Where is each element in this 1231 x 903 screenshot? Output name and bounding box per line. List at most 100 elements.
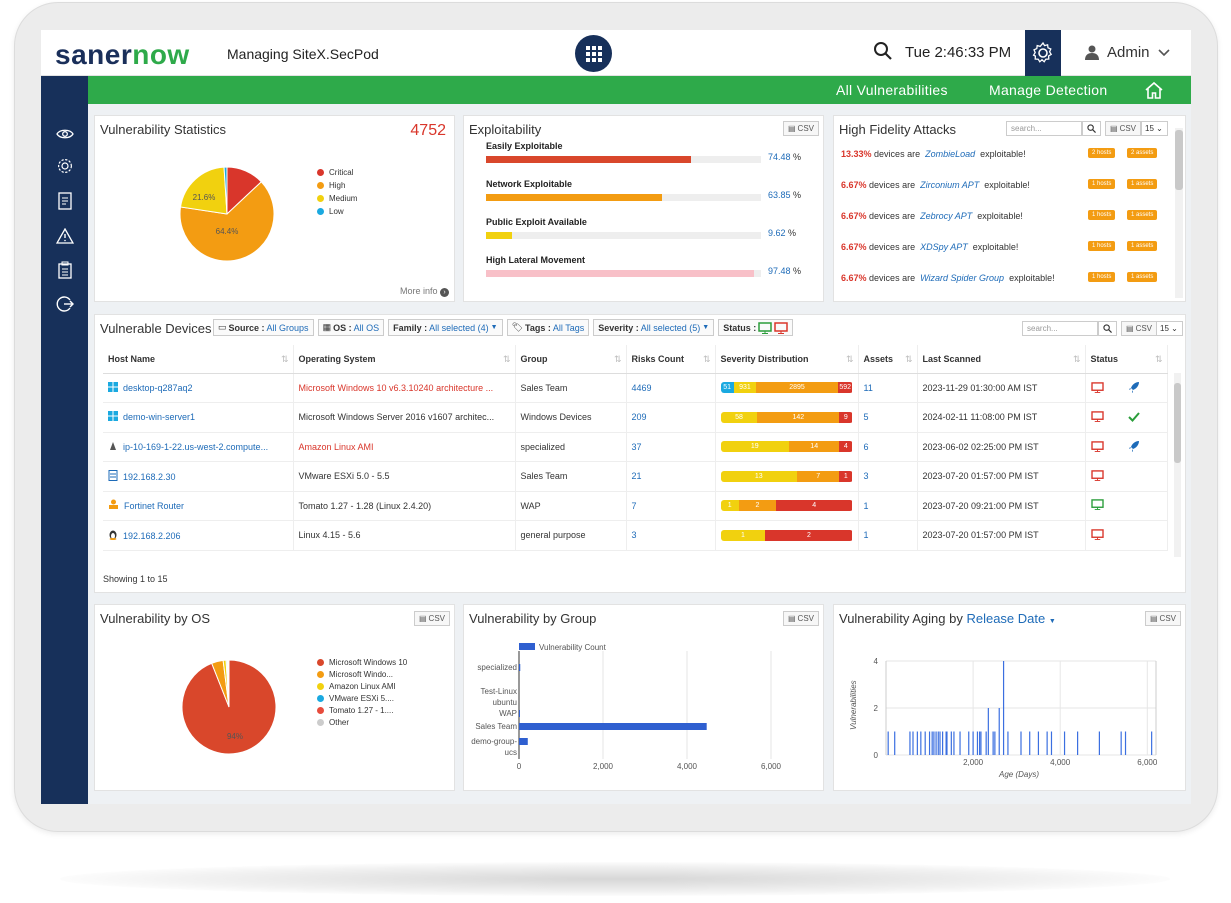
column-header[interactable]: Risks Count ⇅ (626, 345, 716, 374)
legend-item[interactable]: Critical (317, 166, 357, 179)
warning-icon[interactable] (55, 226, 75, 246)
assets-cell[interactable]: 1 (858, 520, 918, 551)
logo[interactable]: sanernow (55, 39, 190, 71)
assets-cell[interactable]: 6 (858, 432, 918, 462)
sort-icon[interactable]: ⇅ (702, 354, 711, 364)
table-row[interactable]: 192.168.2.206 Linux 4.15 - 5.6 general p… (103, 520, 1168, 551)
severity-distribution-cell[interactable]: 51 931 2895 592 (715, 373, 859, 403)
severity-distribution-cell[interactable]: 13 7 1 (715, 461, 859, 492)
tags-filter[interactable]: 🏷 Tags : All Tags (506, 319, 590, 336)
attack-row[interactable]: 6.67% devices are Zirconium APT exploita… (841, 179, 1171, 190)
csv-export-button[interactable]: ▤ CSV (782, 611, 819, 626)
user-menu[interactable]: Admin (1085, 44, 1170, 61)
legend-item[interactable]: Tomato 1.27 - 1.... (317, 705, 412, 717)
assets-badge[interactable]: 2 assets (1127, 148, 1158, 158)
table-row[interactable]: 192.168.2.30 VMware ESXi 5.0 - 5.5 Sales… (103, 461, 1168, 492)
assets-cell[interactable]: 1 (858, 491, 918, 521)
aging-chart[interactable]: 4 2 0 2,000 4,000 6,000 Age (Days) Vulnerabilit… (834, 633, 1185, 783)
monitor-offline-icon[interactable] (774, 321, 788, 334)
csv-export-button[interactable]: ▤ CSV (1144, 611, 1181, 626)
attack-row[interactable]: 13.33% devices are ZombieLoad exploitabl… (841, 148, 1171, 159)
attack-name[interactable]: Zebrocy APT (920, 211, 973, 221)
release-date-dropdown[interactable]: Release Date ▼ (966, 611, 1055, 626)
csv-export-button[interactable]: ▤ CSV (1121, 321, 1158, 336)
family-filter[interactable]: Family : All selected (4) ▼ (388, 319, 503, 336)
attack-row[interactable]: 6.67% devices are Wizard Spider Group ex… (841, 272, 1171, 283)
assets-badge[interactable]: 1 assets (1127, 241, 1158, 251)
group-bar-chart[interactable]: 0 2,000 4,000 6,000 Vulnerability Count speci… (464, 633, 823, 783)
table-row[interactable]: ip-10-169-1-22.us-west-2.compute... Amaz… (103, 432, 1168, 462)
exploitability-row[interactable]: High Lateral Movement 97.48 % (486, 255, 806, 277)
assets-badge[interactable]: 1 assets (1127, 272, 1158, 282)
bar-sales-team[interactable] (519, 723, 707, 730)
column-header[interactable]: Operating System ⇅ (293, 345, 516, 374)
assets-badge[interactable]: 1 assets (1127, 179, 1158, 189)
csv-export-button[interactable]: ▤ CSV (413, 611, 450, 626)
monitor-online-icon[interactable] (758, 321, 772, 334)
host-name-cell[interactable]: desktop-q287aq2 (103, 373, 294, 403)
eye-icon[interactable] (55, 124, 75, 144)
hosts-badge[interactable]: 2 hosts (1088, 148, 1116, 158)
host-name-cell[interactable]: 192.168.2.30 (103, 461, 294, 492)
attack-name[interactable]: Zirconium APT (920, 180, 980, 190)
risks-count-cell[interactable]: 7 (626, 491, 716, 521)
exploitability-row[interactable]: Network Exploitable 63.85 % (486, 179, 806, 201)
assets-cell[interactable]: 3 (858, 461, 918, 492)
nav-all-vulnerabilities[interactable]: All Vulnerabilities (836, 82, 948, 98)
csv-export-button[interactable]: ▤ CSV (1105, 121, 1142, 136)
exploitability-row[interactable]: Easily Exploitable 74.48 % (486, 141, 806, 163)
table-scrollbar[interactable] (1174, 373, 1181, 557)
bar-specialized[interactable] (519, 664, 521, 671)
clipboard-icon[interactable] (55, 260, 75, 280)
more-info-link[interactable]: More info › (400, 286, 449, 297)
search-input[interactable]: search... (1022, 321, 1098, 336)
logout-icon[interactable] (55, 294, 75, 314)
attack-name[interactable]: ZombieLoad (925, 149, 976, 159)
assets-badge[interactable]: 1 assets (1127, 210, 1158, 220)
nav-manage-detection[interactable]: Manage Detection (989, 82, 1108, 98)
gear-icon[interactable] (55, 156, 75, 176)
legend-item[interactable]: Low (317, 205, 357, 218)
sort-icon[interactable]: ⇅ (502, 354, 511, 364)
legend-item[interactable]: Microsoft Windows 10 (317, 657, 412, 669)
column-header[interactable]: Status ⇅ (1085, 345, 1168, 374)
attack-name[interactable]: XDSpy APT (920, 242, 968, 252)
pie-slice-medium[interactable] (179, 166, 228, 215)
bar-demo-group-ucs[interactable] (519, 738, 528, 745)
home-icon[interactable] (1144, 81, 1164, 99)
search-button[interactable] (1098, 321, 1117, 336)
pie-slice-low[interactable] (223, 166, 228, 215)
risks-count-cell[interactable]: 3 (626, 520, 716, 551)
total-vulnerabilities[interactable]: 4752 (410, 122, 446, 139)
severity-distribution-cell[interactable]: 58 142 9 (715, 402, 859, 433)
sort-icon[interactable]: ⇅ (845, 354, 854, 364)
attack-name[interactable]: Wizard Spider Group (920, 273, 1005, 283)
hosts-badge[interactable]: 1 hosts (1088, 241, 1116, 251)
os-pie-chart[interactable]: 94% (179, 657, 277, 755)
sort-icon[interactable]: ⇅ (904, 354, 913, 364)
column-header[interactable]: Group ⇅ (515, 345, 627, 374)
legend-item[interactable]: Microsoft Windo... (317, 669, 412, 681)
os-filter[interactable]: ▦ OS : All OS (317, 319, 385, 336)
severity-pie-chart[interactable]: 64.4% 21.6% (177, 164, 277, 264)
hosts-badge[interactable]: 1 hosts (1088, 179, 1116, 189)
exploitability-row[interactable]: Public Exploit Available 9.62 % (486, 217, 806, 239)
site-name[interactable]: SiteX.SecPod (292, 46, 379, 62)
risks-count-cell[interactable]: 37 (626, 432, 716, 462)
check-icon[interactable] (1127, 412, 1140, 424)
legend-item[interactable]: High (317, 179, 357, 192)
rocket-icon[interactable] (1128, 381, 1140, 395)
csv-export-button[interactable]: ▤ CSV (782, 121, 819, 136)
sort-icon[interactable]: ⇅ (280, 354, 289, 364)
bar-wap[interactable] (519, 710, 520, 717)
rocket-icon[interactable] (1128, 440, 1140, 454)
table-row[interactable]: Fortinet Router Tomato 1.27 - 1.28 (Linu… (103, 491, 1168, 521)
legend-item[interactable]: Medium (317, 192, 357, 205)
risks-count-cell[interactable]: 209 (626, 402, 716, 433)
column-header[interactable]: Assets ⇅ (858, 345, 918, 374)
host-name-cell[interactable]: 192.168.2.206 (103, 520, 294, 551)
search-button[interactable] (1082, 121, 1101, 136)
table-row[interactable]: desktop-q287aq2 Microsoft Windows 10 v6.… (103, 373, 1168, 403)
sort-icon[interactable]: ⇅ (1072, 354, 1081, 364)
